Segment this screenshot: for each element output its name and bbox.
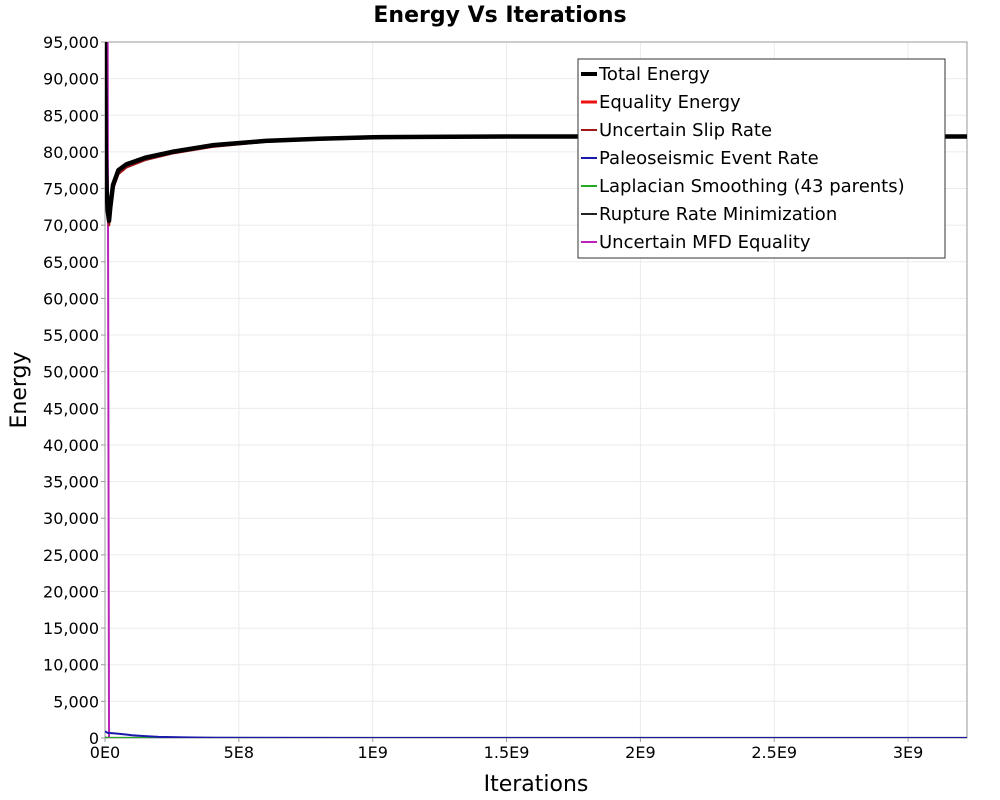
y-tick-label: 85,000 (43, 106, 99, 125)
y-tick-label: 90,000 (43, 70, 99, 89)
legend-box (577, 58, 946, 259)
y-tick-label: 0 (89, 729, 99, 748)
x-tick-label: 2.5E9 (751, 743, 797, 762)
legend-entry-label: Uncertain Slip Rate (599, 120, 772, 141)
legend-entry-label: Rupture Rate Minimization (599, 204, 837, 225)
y-tick-label: 25,000 (43, 546, 99, 565)
y-tick-label: 95,000 (43, 33, 99, 52)
legend-entry-label: Uncertain MFD Equality (599, 232, 811, 253)
series-line-uncertain-mfd-equality (105, 42, 967, 738)
y-tick-label: 50,000 (43, 363, 99, 382)
y-tick-label: 75,000 (43, 180, 99, 199)
x-tick-label: 5E8 (224, 743, 254, 762)
y-tick-label: 60,000 (43, 289, 99, 308)
y-axis-title: Energy (7, 351, 32, 428)
x-tick-label: 1E9 (357, 743, 387, 762)
y-tick-label: 15,000 (43, 619, 99, 638)
legend-entry-label: Total Energy (598, 64, 710, 85)
series-line-paleoseismic-event-rate (105, 730, 967, 738)
y-tick-label: 65,000 (43, 253, 99, 272)
legend-entry-label: Laplacian Smoothing (43 parents) (599, 176, 905, 197)
y-tick-label: 20,000 (43, 582, 99, 601)
x-axis-title: Iterations (484, 772, 589, 797)
y-tick-label: 70,000 (43, 216, 99, 235)
y-tick-label: 5,000 (53, 692, 99, 711)
x-tick-label: 3E9 (893, 743, 923, 762)
chart-title: Energy Vs Iterations (373, 3, 626, 28)
y-tick-label: 80,000 (43, 143, 99, 162)
x-tick-label: 2E9 (625, 743, 655, 762)
x-tick-label: 0E0 (90, 743, 120, 762)
y-tick-label: 10,000 (43, 656, 99, 675)
y-tick-label: 35,000 (43, 473, 99, 492)
x-tick-label: 1.5E9 (484, 743, 530, 762)
y-tick-label: 40,000 (43, 436, 99, 455)
legend-entry-label: Paleoseismic Event Rate (599, 148, 819, 169)
y-tick-label: 30,000 (43, 509, 99, 528)
y-tick-label: 55,000 (43, 326, 99, 345)
y-tick-label: 45,000 (43, 399, 99, 418)
axes: 0 5,000 10,000 15,000 20,000 25,000 30,000 35,0… (43, 33, 923, 762)
legend: Total Energy Equality Energy Uncertain Sli… (577, 58, 946, 259)
legend-entry-label: Equality Energy (599, 92, 741, 113)
